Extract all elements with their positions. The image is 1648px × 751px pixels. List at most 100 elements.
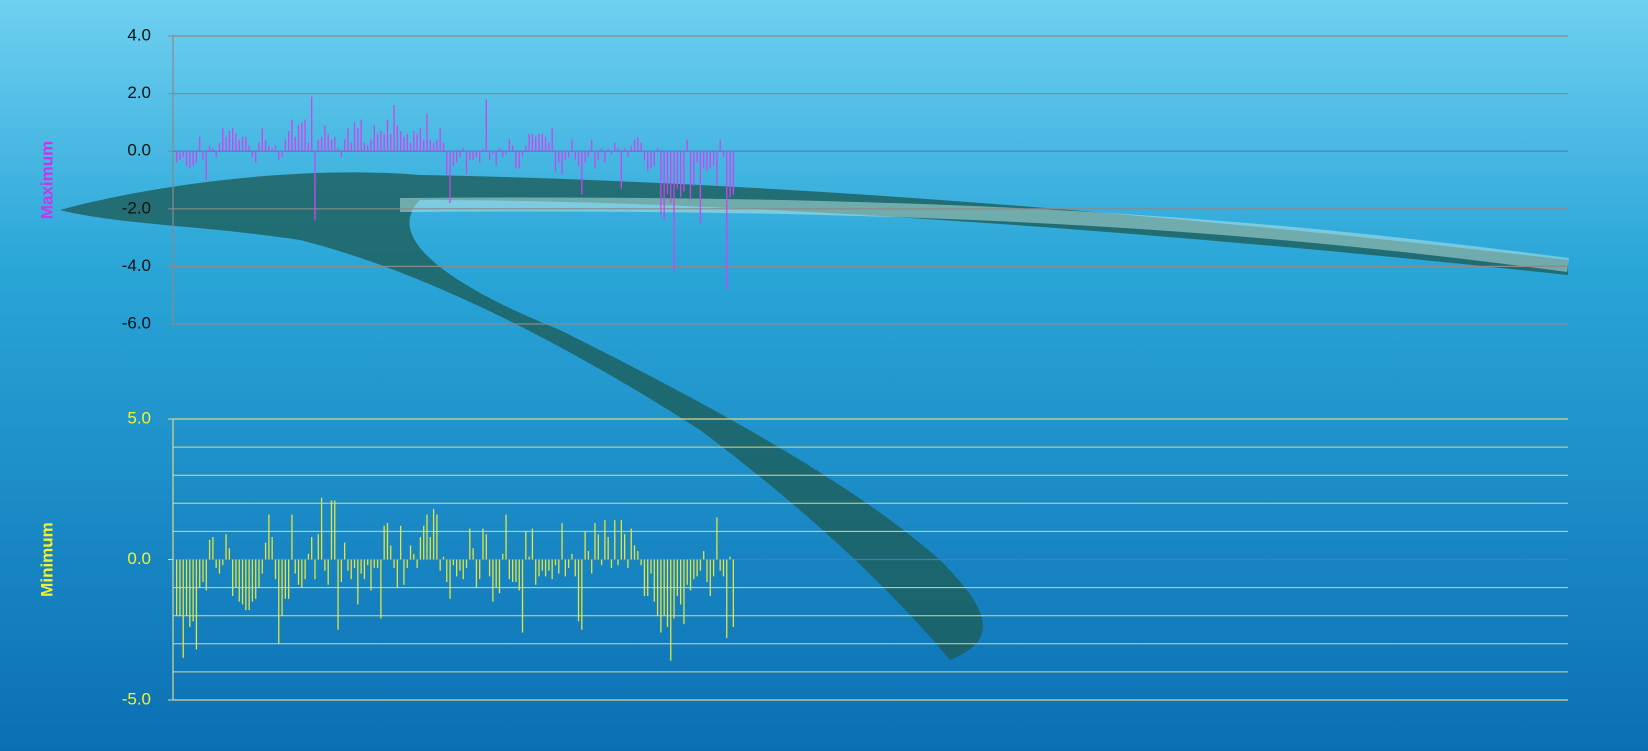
- bar: [505, 151, 507, 155]
- bar: [633, 545, 636, 560]
- bar: [604, 151, 606, 163]
- bar: [485, 534, 487, 560]
- bar: [367, 559, 369, 566]
- bar: [544, 136, 547, 152]
- bar: [653, 151, 655, 166]
- bar: [732, 151, 735, 195]
- bar: [683, 559, 685, 625]
- bar: [492, 151, 494, 155]
- bar: [343, 139, 346, 152]
- bar: [274, 145, 277, 152]
- bar: [235, 133, 237, 152]
- bar: [413, 553, 415, 560]
- bar: [432, 142, 435, 152]
- bar: [663, 151, 665, 221]
- bar: [426, 514, 428, 560]
- bar: [538, 559, 540, 577]
- bar: [370, 139, 372, 152]
- y-tick-label: -5.0: [122, 689, 151, 708]
- bar: [488, 151, 491, 160]
- bar: [660, 151, 662, 215]
- bar: [238, 559, 240, 602]
- bar: [357, 559, 359, 605]
- bar: [548, 142, 550, 152]
- bar: [482, 148, 484, 152]
- bar: [294, 559, 296, 574]
- bar: [726, 151, 728, 290]
- bar: [535, 136, 537, 152]
- bar: [676, 559, 679, 597]
- bar: [591, 559, 593, 574]
- bar: [528, 556, 530, 560]
- y-tick-label: 4.0: [127, 25, 151, 44]
- bar: [577, 559, 580, 622]
- bar: [284, 559, 287, 599]
- bar: [386, 522, 389, 560]
- bar: [726, 559, 728, 639]
- bar: [495, 559, 497, 588]
- bar: [386, 119, 389, 152]
- bar: [423, 139, 425, 152]
- bar: [202, 151, 204, 160]
- bar: [281, 559, 283, 616]
- bar: [620, 520, 623, 560]
- bar: [633, 139, 636, 152]
- bar: [666, 151, 669, 195]
- bar: [548, 559, 550, 571]
- bar: [439, 559, 441, 571]
- bar: [317, 139, 319, 152]
- bar: [709, 559, 711, 597]
- bar: [215, 151, 217, 157]
- bar: [459, 559, 461, 571]
- bar: [208, 539, 211, 560]
- bar: [241, 559, 244, 605]
- bar: [630, 145, 632, 152]
- bar: [278, 559, 280, 644]
- bar: [637, 136, 639, 152]
- bar: [416, 559, 418, 568]
- bar: [623, 148, 626, 152]
- bar: [350, 559, 352, 580]
- bar: [413, 131, 415, 152]
- bar: [518, 559, 520, 591]
- bar: [709, 151, 711, 169]
- bar: [199, 136, 201, 152]
- bar: [660, 559, 662, 633]
- bar: [255, 559, 257, 599]
- bar: [502, 151, 504, 157]
- y-axis-title: Minimum: [37, 522, 56, 597]
- bar: [656, 148, 659, 152]
- bar: [334, 136, 336, 152]
- bar: [383, 133, 385, 152]
- bar: [264, 139, 267, 152]
- bar: [380, 559, 382, 619]
- bar: [587, 151, 590, 157]
- y-tick-label: -2.0: [122, 198, 151, 217]
- bar: [311, 96, 313, 152]
- bar: [248, 559, 250, 611]
- bar: [594, 522, 596, 560]
- bar: [581, 559, 583, 630]
- bar: [531, 528, 534, 560]
- bar: [175, 151, 178, 163]
- bar: [347, 128, 349, 152]
- bar: [554, 151, 557, 172]
- bar: [640, 142, 642, 152]
- bar: [452, 559, 455, 566]
- bar: [689, 151, 692, 201]
- bar: [647, 559, 649, 597]
- bar: [472, 548, 474, 560]
- bar: [670, 559, 672, 661]
- bar: [627, 151, 629, 157]
- bar: [475, 151, 478, 157]
- bar: [291, 119, 293, 152]
- bar: [640, 559, 642, 566]
- island: [60, 172, 1568, 660]
- bar: [525, 531, 527, 560]
- bar: [551, 128, 553, 152]
- bar: [653, 559, 655, 602]
- bar: [479, 559, 481, 580]
- sandbar: [399, 197, 1569, 272]
- bar: [567, 559, 570, 568]
- bar: [722, 559, 725, 577]
